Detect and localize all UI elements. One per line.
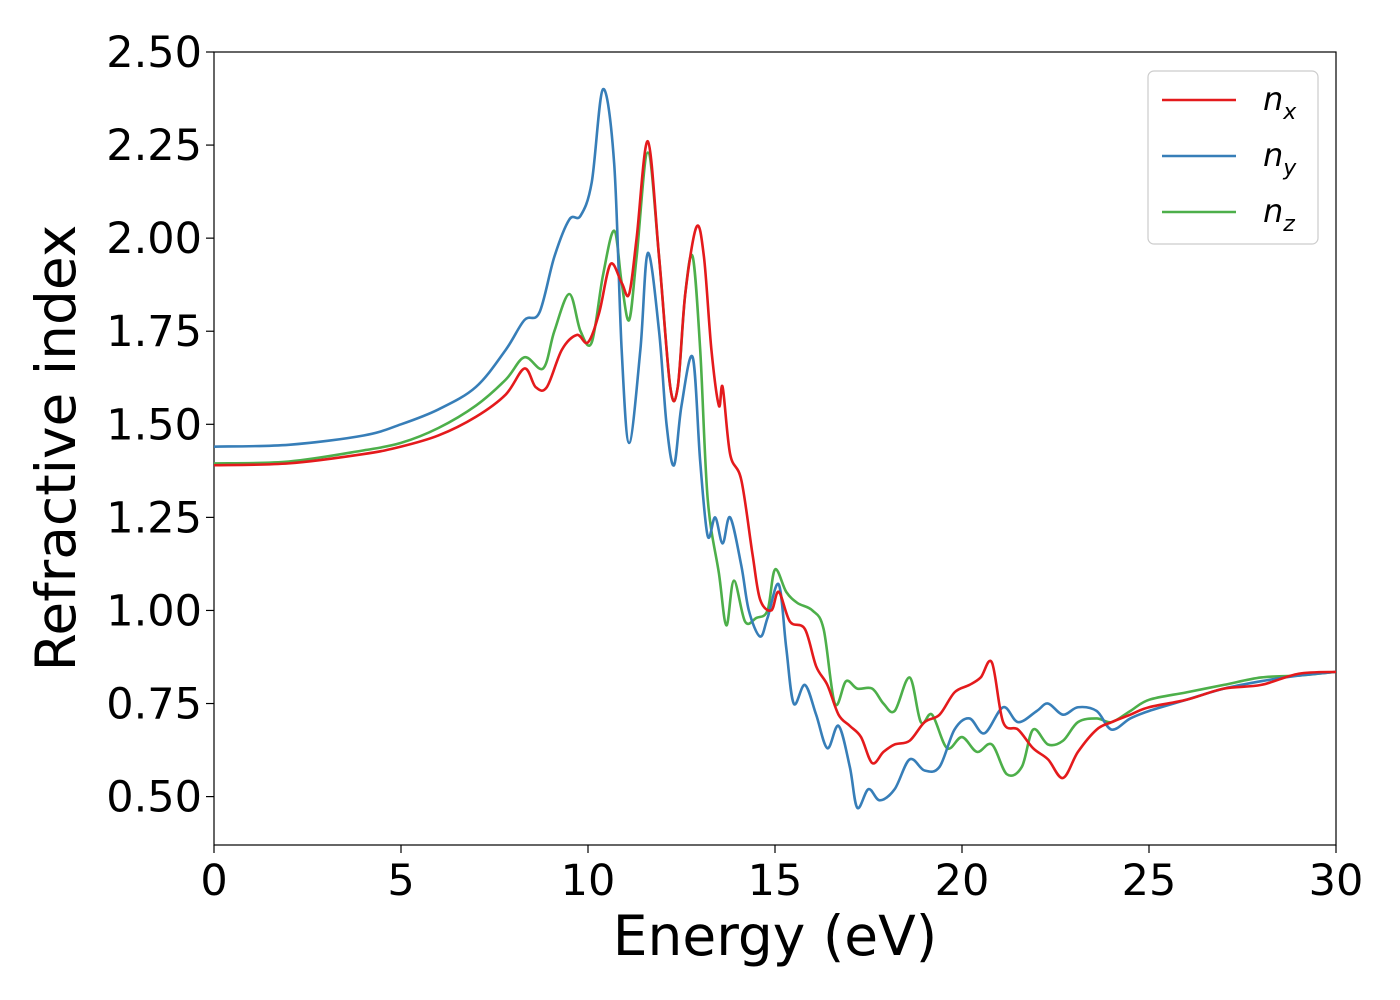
y-tick-label: 2.00 bbox=[106, 214, 202, 264]
y-tick-label: 1.00 bbox=[106, 586, 202, 636]
series-line-n-x bbox=[214, 140, 1336, 780]
x-axis-title: Energy (eV) bbox=[613, 904, 937, 968]
x-tick-label: 5 bbox=[387, 856, 414, 906]
legend-label-n-x: nx bbox=[1263, 80, 1297, 125]
legend: nx ny nz bbox=[1147, 70, 1319, 245]
series-line-n-z bbox=[214, 151, 1336, 778]
y-tick-label: 2.25 bbox=[106, 121, 202, 171]
x-tick-label: 0 bbox=[200, 856, 227, 906]
x-tick-label: 10 bbox=[561, 856, 616, 906]
y-tick-label: 0.50 bbox=[106, 773, 202, 823]
y-tick-label: 1.50 bbox=[106, 400, 202, 450]
y-axis-ticks: 0.50 0.75 1.00 1.25 1.50 1.75 2.00 2.25 2.50 bbox=[106, 28, 214, 823]
x-tick-label: 30 bbox=[1309, 856, 1364, 906]
x-tick-label: 20 bbox=[935, 856, 990, 906]
y-axis-title: Refractive index bbox=[24, 225, 88, 672]
x-tick-label: 25 bbox=[1122, 856, 1177, 906]
series-layer bbox=[214, 87, 1336, 810]
legend-box bbox=[1147, 70, 1319, 245]
x-axis-ticks: 0 5 10 15 20 25 30 bbox=[200, 845, 1363, 906]
y-tick-label: 1.75 bbox=[106, 307, 202, 357]
y-tick-label: 0.75 bbox=[106, 680, 202, 730]
y-tick-label: 1.25 bbox=[106, 493, 202, 543]
series-line-n-y bbox=[214, 87, 1336, 810]
y-tick-label: 2.50 bbox=[106, 28, 202, 78]
legend-label-n-z: nz bbox=[1263, 192, 1295, 237]
x-tick-label: 15 bbox=[748, 856, 803, 906]
legend-label-n-y: ny bbox=[1263, 136, 1297, 181]
